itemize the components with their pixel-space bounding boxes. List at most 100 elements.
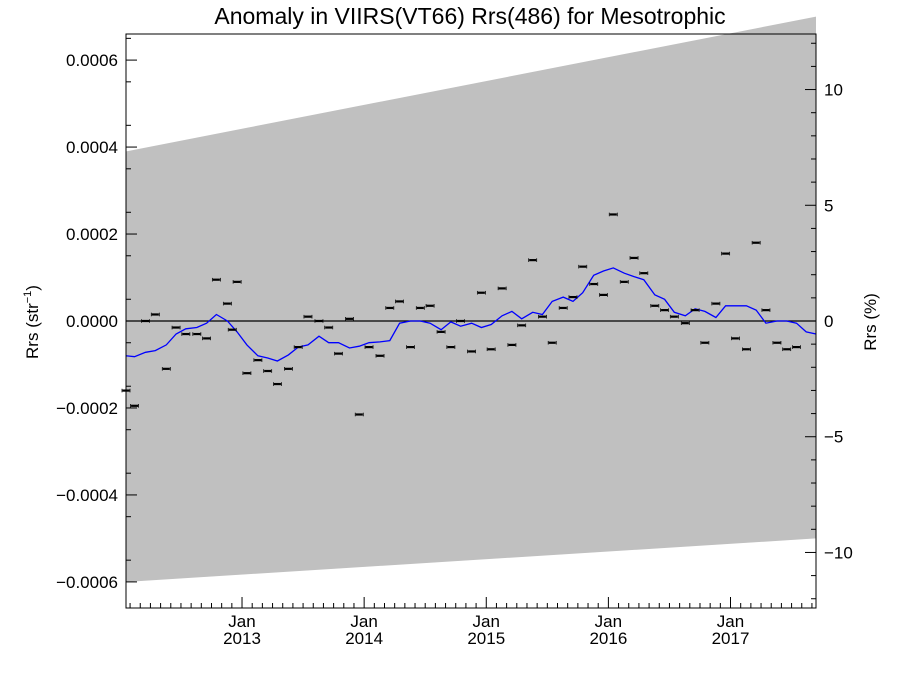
data-point [772,340,782,345]
x-tick-year-label: 2017 [712,629,750,648]
y-right-tick-label: −10 [824,543,853,562]
y-left-tick-label: −0.0004 [56,486,118,505]
data-point [263,369,273,373]
data-point [608,212,618,217]
data-point [293,345,303,349]
axis-ticks-layer [126,37,816,608]
data-point [528,258,538,262]
data-point [192,332,202,336]
data-point [680,321,690,325]
data-point [202,336,212,341]
data-point [660,308,669,312]
data-point [538,314,547,319]
running-mean-layer [125,267,817,362]
data-point [669,314,679,319]
data-point [364,345,374,349]
data-point [650,303,660,308]
data-point [130,403,139,408]
y-right-tick-label: 10 [824,81,843,100]
x-tick-month-label: Jan [595,612,622,631]
data-point [273,382,282,386]
data-point [629,256,639,260]
data-point [711,301,721,306]
x-tick-year-label: 2015 [467,629,505,648]
x-tick-month-label: Jan [473,612,500,631]
data-point [425,303,435,308]
data-point [599,293,608,297]
data-point [782,347,792,352]
y-left-tick-label: 0.0000 [66,312,118,331]
data-point [415,306,425,310]
data-point [476,290,486,295]
data-point [354,412,364,417]
data-point [690,308,700,312]
data-point [150,312,160,317]
data-point [761,308,771,312]
x-tick-year-label: 2014 [345,629,383,648]
data-point [639,271,649,275]
data-point [211,277,221,282]
data-point [751,240,761,245]
y-axis-label-left: Rrs (str−1) [22,285,42,359]
data-point [589,282,599,286]
y-left-tick-label: 0.0006 [66,51,118,70]
data-point [507,343,517,347]
y-axis-label-left-close: ) [23,285,42,291]
data-point [303,314,313,319]
y-left-tick-label: −0.0006 [56,573,118,592]
data-point [161,367,171,371]
data-point [730,336,740,341]
chart-title: Anomaly in VIIRS(VT66) Rrs(486) for Meso… [214,3,725,29]
data-point [517,323,527,328]
data-point [222,301,232,306]
data-point [467,349,477,354]
data-point [242,371,252,375]
data-point [375,353,385,358]
data-point [568,295,578,299]
uncertainty-band-layer [126,16,816,582]
data-point [721,251,731,256]
data-point [171,325,181,330]
data-point [253,358,263,362]
data-point [486,347,496,352]
y-axis-label-right: Rrs (%) [861,293,880,351]
y-right-tick-label: 5 [824,196,833,215]
x-tick-month-label: Jan [228,612,255,631]
data-point [141,319,150,323]
monthly-points-layer [121,212,801,417]
data-point [395,299,404,304]
data-point [324,325,334,330]
data-point [334,351,343,356]
data-point [314,319,324,323]
y-axis-label-left-superscript: −1 [22,291,34,304]
data-point [792,345,801,349]
data-point [558,306,568,310]
y-left-tick-label: 0.0004 [66,138,118,157]
data-point [345,317,354,321]
running-mean-line [125,267,817,362]
data-point [578,264,588,269]
data-point [547,340,557,345]
data-point [232,280,242,284]
data-point [456,319,466,323]
plot-frame [125,33,817,609]
data-point [497,286,507,291]
data-point [181,332,191,336]
y-right-tick-label: 0 [824,312,833,331]
data-point [227,327,237,332]
data-point [406,345,415,349]
data-point [741,347,751,352]
data-point [385,306,395,310]
y-axis-label-left-base: Rrs (str [23,303,42,359]
data-point [436,330,446,334]
y-right-tick-label: −5 [824,428,843,447]
data-point [619,280,629,284]
uncertainty-band [126,16,816,582]
data-point [700,340,710,345]
y-left-tick-label: 0.0002 [66,225,118,244]
x-tick-year-label: 2013 [223,629,261,648]
data-point [284,367,293,371]
x-tick-month-label: Jan [717,612,744,631]
data-point [446,345,456,349]
